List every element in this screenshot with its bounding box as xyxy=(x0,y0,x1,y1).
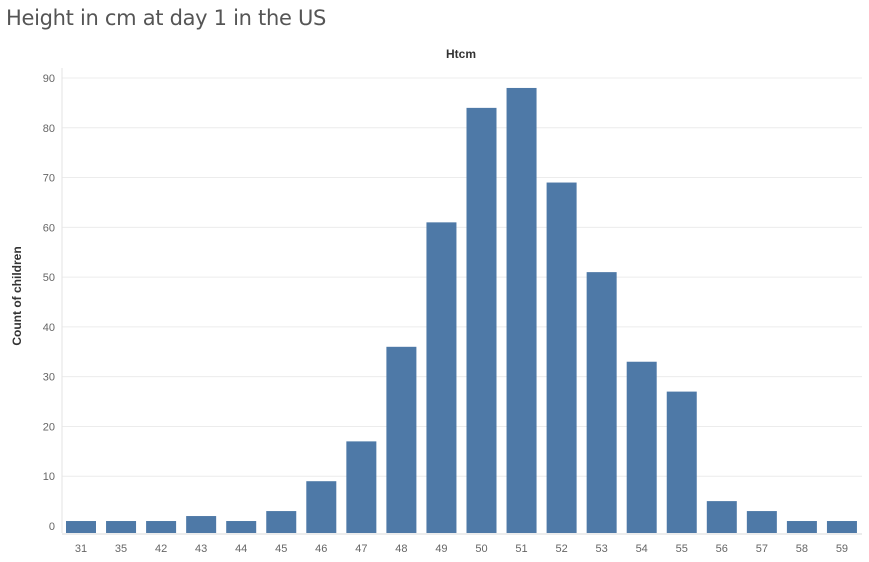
x-tick-label: 55 xyxy=(676,543,688,555)
x-tick-label: 52 xyxy=(555,543,567,555)
bar[interactable] xyxy=(66,521,96,533)
x-tick-label: 44 xyxy=(235,543,247,555)
y-tick-label: 40 xyxy=(43,322,55,334)
bar[interactable] xyxy=(586,272,617,533)
x-tick-label: 31 xyxy=(75,543,87,555)
chart-title: Height in cm at day 1 in the US xyxy=(6,6,327,30)
bar[interactable] xyxy=(746,511,777,533)
y-tick-label: 60 xyxy=(43,222,55,234)
x-tick-label: 42 xyxy=(155,543,167,555)
column-header: Htcm xyxy=(446,47,476,61)
bar[interactable] xyxy=(826,521,857,533)
bar[interactable] xyxy=(306,481,337,533)
x-tick-label: 43 xyxy=(195,543,207,555)
bar[interactable] xyxy=(706,501,737,533)
bar[interactable] xyxy=(186,516,217,533)
bar[interactable] xyxy=(386,346,417,533)
bar[interactable] xyxy=(786,521,817,533)
x-tick-label: 47 xyxy=(355,543,367,555)
y-axis-label: Count of children xyxy=(10,246,24,345)
x-axis: 31 35 42 43 44 45 46 47 48 49 50 51 52 53 54 55 56 57 58 59 xyxy=(62,533,862,555)
bar[interactable] xyxy=(626,361,657,533)
x-tick-label: 35 xyxy=(115,543,127,555)
y-tick-label: 50 xyxy=(43,272,55,284)
gridlines xyxy=(62,77,862,477)
y-tick-label: 90 xyxy=(43,73,55,85)
x-tick-label: 48 xyxy=(395,543,407,555)
x-tick-label: 46 xyxy=(315,543,327,555)
x-tick-label: 51 xyxy=(515,543,527,555)
bar[interactable] xyxy=(466,107,497,533)
bar[interactable] xyxy=(226,521,257,533)
x-tick-label: 58 xyxy=(796,543,808,555)
x-tick-label: 49 xyxy=(435,543,447,555)
bar[interactable] xyxy=(426,222,457,533)
y-tick-label: 30 xyxy=(43,372,55,384)
bar[interactable] xyxy=(546,182,577,534)
bar[interactable] xyxy=(346,441,377,533)
x-tick-label: 45 xyxy=(275,543,287,555)
bar[interactable] xyxy=(666,391,697,533)
y-tick-label: 10 xyxy=(43,471,55,483)
bars xyxy=(66,87,857,534)
x-tick-label: 57 xyxy=(756,543,768,555)
y-axis: 0 10 20 30 40 50 60 70 80 90 xyxy=(43,68,63,533)
bar[interactable] xyxy=(106,521,137,533)
x-tick-label: 54 xyxy=(636,543,648,555)
y-tick-label: 70 xyxy=(43,173,55,185)
bar[interactable] xyxy=(146,521,177,533)
x-tick-label: 53 xyxy=(596,543,608,555)
y-tick-label: 80 xyxy=(43,123,55,135)
x-tick-label: 56 xyxy=(716,543,728,555)
y-tick-label: 0 xyxy=(49,521,55,533)
bar[interactable] xyxy=(506,87,537,533)
x-tick-label: 50 xyxy=(475,543,487,555)
bar[interactable] xyxy=(266,511,297,533)
y-tick-label: 20 xyxy=(43,421,55,433)
x-tick-label: 59 xyxy=(836,543,848,555)
